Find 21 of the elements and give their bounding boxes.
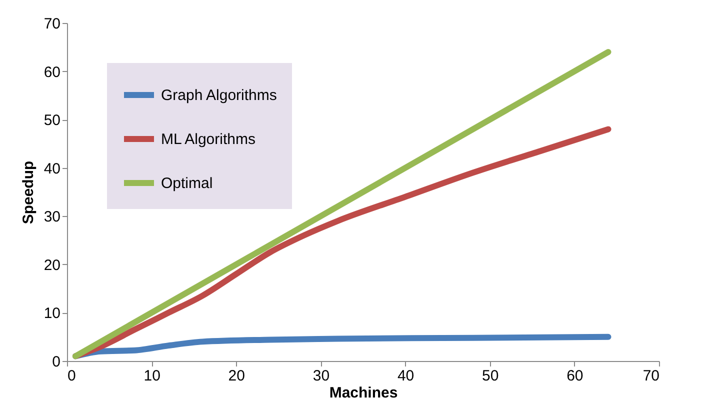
x-tick-label: 10 bbox=[144, 368, 160, 384]
x-tick-label: 30 bbox=[312, 368, 330, 384]
legend-label: Graph Algorithms bbox=[161, 87, 277, 104]
y-tick-label: 30 bbox=[44, 208, 60, 226]
x-tick-label: 70 bbox=[642, 368, 660, 384]
y-tick-label: 10 bbox=[44, 305, 60, 322]
x-axis-title: Machines bbox=[329, 384, 398, 402]
x-tick-label: 0 bbox=[68, 368, 76, 384]
y-tick-label: 20 bbox=[44, 256, 60, 274]
y-tick-label: 40 bbox=[44, 160, 60, 178]
y-axis-title: Speedup bbox=[20, 160, 37, 224]
y-tick-label: 0 bbox=[52, 354, 60, 370]
x-tick-label: 50 bbox=[482, 368, 499, 384]
x-tick-label: 20 bbox=[228, 368, 245, 384]
legend-label: ML Algorithms bbox=[161, 131, 256, 148]
x-tick-label: 60 bbox=[566, 368, 584, 384]
legend-label: Optimal bbox=[161, 175, 213, 192]
y-tick-label: 70 bbox=[44, 16, 60, 32]
y-tick-label: 50 bbox=[44, 112, 60, 130]
y-tick-label: 60 bbox=[44, 64, 60, 81]
x-tick-label: 40 bbox=[397, 368, 414, 384]
